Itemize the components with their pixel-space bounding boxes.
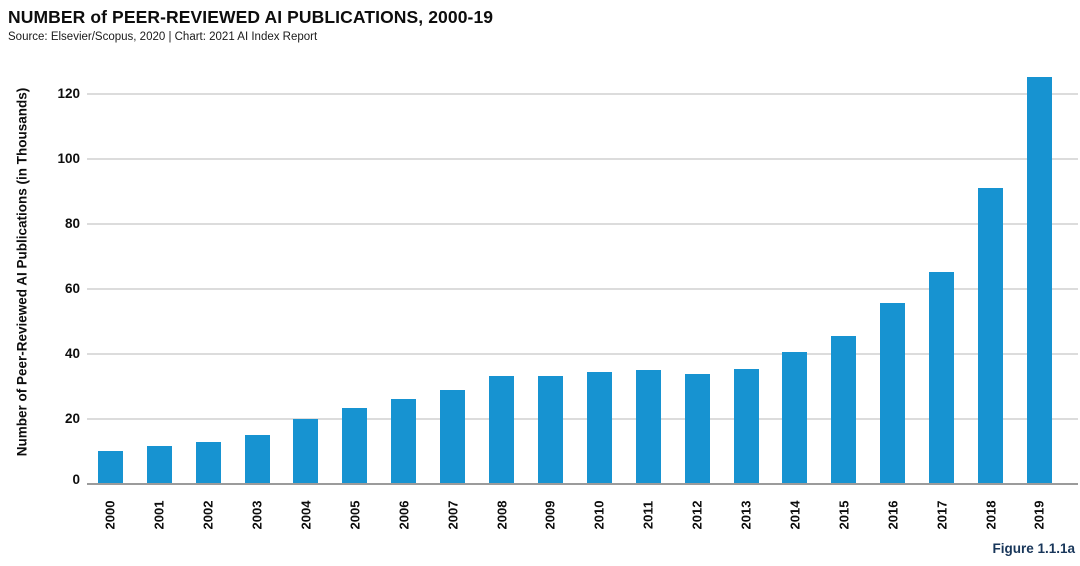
bar-2018 [978,188,1003,484]
bar-2005 [342,407,368,484]
bar-2010 [586,372,612,484]
chart-title: NUMBER of PEER-REVIEWED AI PUBLICATIONS,… [8,7,494,27]
y-tick-label-120: 120 [57,85,80,101]
gridline-20 [87,417,1078,420]
bar-2007 [440,390,466,484]
x-axis-baseline [87,483,1078,485]
y-tick-label-80: 80 [64,215,80,231]
plot-area [87,61,1078,485]
bar-2008 [489,376,514,484]
x-tick-label-2003: 2003 [249,500,265,530]
x-tick-label-2001: 2001 [151,500,167,530]
gridline-40 [87,352,1078,355]
x-tick-label-2014: 2014 [787,500,803,530]
x-tick-label-2017: 2017 [934,500,950,530]
bar-2017 [929,271,955,484]
bar-2015 [831,336,857,484]
bar-2000 [97,450,123,484]
bar-2004 [293,418,319,484]
bar-2003 [244,434,270,484]
x-tick-label-2015: 2015 [836,500,852,530]
bar-2006 [391,398,417,484]
y-axis-label: Number of Peer-Reviewed AI Publications … [14,87,30,457]
x-tick-label-2013: 2013 [738,500,754,530]
chart-source: Source: Elsevier/Scopus, 2020 | Chart: 2… [8,31,318,43]
x-tick-label-2010: 2010 [591,500,607,530]
gridline-60 [87,287,1078,290]
x-tick-label-2006: 2006 [396,500,412,530]
x-tick-label-2004: 2004 [298,500,314,530]
bar-2012 [684,373,710,484]
gridline-80 [87,222,1078,225]
y-tick-label-20: 20 [64,410,80,426]
bar-2001 [146,446,172,484]
gridline-100 [87,157,1078,160]
x-tick-label-2012: 2012 [689,500,705,530]
x-tick-label-2016: 2016 [885,500,901,530]
x-tick-label-2009: 2009 [542,500,558,530]
x-tick-label-2007: 2007 [445,500,461,530]
bar-2002 [195,442,221,484]
bar-2014 [782,351,808,484]
x-tick-label-2000: 2000 [102,500,118,530]
bar-2011 [635,370,661,484]
x-tick-label-2018: 2018 [983,500,998,530]
x-tick-label-2011: 2011 [640,500,656,530]
y-tick-label-40: 40 [64,345,80,361]
x-tick-label-2005: 2005 [347,500,363,530]
bar-2009 [537,375,563,484]
y-tick-label-60: 60 [64,280,80,296]
y-tick-label-100: 100 [57,150,80,166]
x-tick-label-2008: 2008 [494,500,509,530]
x-tick-label-2002: 2002 [200,500,216,530]
y-tick-label-0: 0 [72,472,80,487]
gridline-120 [87,92,1078,95]
figure-label: Figure 1.1.1a [992,541,1075,556]
bar-2013 [733,368,759,484]
bar-2016 [880,303,906,484]
x-tick-label-2019: 2019 [1031,500,1047,530]
bar-2019 [1026,76,1052,484]
